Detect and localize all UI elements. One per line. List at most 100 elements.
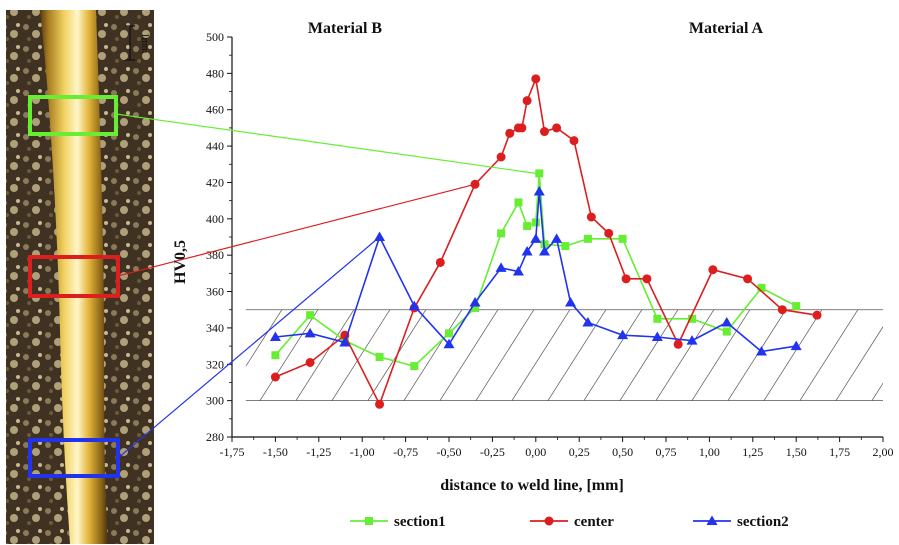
legend: section1 center section2 <box>350 514 789 530</box>
legend-item-section1: section1 <box>350 514 446 530</box>
series-section2 <box>269 186 802 356</box>
section1-point <box>688 314 697 323</box>
hatch-line <box>763 309 823 401</box>
hatch-line <box>475 309 535 401</box>
section2-point <box>565 296 577 307</box>
x-tick-label: 2,00 <box>873 445 894 459</box>
x-tick-label: 0,00 <box>525 445 546 459</box>
x-tick-label: 0,75 <box>656 445 677 459</box>
section2-point <box>495 262 507 272</box>
section1-box <box>28 95 118 136</box>
series-section1 <box>271 169 801 371</box>
x-axis-title: distance to weld line, [mm] <box>440 477 624 494</box>
section1-point <box>757 283 766 292</box>
center-point <box>552 123 562 133</box>
section1-point <box>722 327 731 336</box>
center-point <box>777 305 787 315</box>
legend-item-center: center <box>530 514 614 530</box>
x-tick-label: -0,50 <box>437 445 462 459</box>
section1-point <box>531 218 540 227</box>
x-tick-label: -0,75 <box>393 445 418 459</box>
connector-section2 <box>117 236 380 459</box>
legend-label: section1 <box>394 514 446 530</box>
hatch-line <box>835 326 883 401</box>
y-axis-title: HV0,5 <box>172 240 189 284</box>
hatch-line <box>691 309 751 401</box>
hatch-line <box>583 309 643 401</box>
section1-point <box>653 314 662 323</box>
micrograph: 1mm <box>6 10 154 544</box>
hatch-line <box>511 309 571 401</box>
section1-point <box>618 234 627 243</box>
center-point <box>586 212 596 222</box>
section2-point <box>538 246 550 256</box>
hatch-line <box>245 309 283 367</box>
section1-point <box>523 222 532 231</box>
scale-label: 1mm <box>139 33 150 54</box>
section2-point <box>533 186 545 196</box>
section2-point <box>469 296 481 307</box>
x-tick-label: 1,75 <box>829 445 850 459</box>
section2-point <box>790 340 802 351</box>
section2-point <box>530 233 542 243</box>
center-point <box>522 96 532 106</box>
section1-line <box>274 173 797 367</box>
y-tick-label: 480 <box>206 66 224 80</box>
hatch-line <box>403 309 463 401</box>
hatch-lines <box>245 309 883 401</box>
x-tick-label: 0,25 <box>569 445 590 459</box>
section2-point <box>651 331 663 341</box>
section2-point <box>339 336 351 347</box>
section2-point <box>443 338 455 349</box>
section2-point <box>721 316 733 327</box>
center-point <box>673 339 683 349</box>
section1-point <box>561 242 570 251</box>
center-point <box>496 152 506 162</box>
legend-swatch-marker <box>544 516 554 526</box>
section1-point <box>535 169 544 178</box>
center-point <box>642 274 652 284</box>
center-point <box>708 265 718 275</box>
material-a-label: Material A <box>689 20 764 37</box>
hatch-line <box>655 309 715 401</box>
center-box <box>28 255 120 298</box>
hatch-line <box>331 309 391 401</box>
hatch-line <box>799 309 859 401</box>
center-point <box>435 257 445 267</box>
center-point <box>375 399 385 409</box>
section1-point <box>445 329 453 338</box>
section1-point <box>306 311 315 320</box>
hatch-line <box>439 309 499 401</box>
section2-point <box>551 233 563 243</box>
x-tick-label: -1,00 <box>350 445 375 459</box>
x-tick-label: 1,00 <box>699 445 720 459</box>
center-point <box>531 74 541 84</box>
x-tick-label: -1,50 <box>263 445 288 459</box>
y-tick-label: 380 <box>206 248 224 262</box>
x-tick-label: 0,50 <box>612 445 633 459</box>
hatch-line <box>259 309 319 401</box>
center-point <box>517 123 527 133</box>
hatch-line <box>871 382 883 401</box>
y-tick-label: 440 <box>206 139 224 153</box>
section1-point <box>375 353 384 361</box>
section2-point <box>582 316 594 327</box>
hatch-line <box>547 309 607 401</box>
section2-point <box>512 266 524 276</box>
section2-point <box>269 331 281 341</box>
x-tick-label: 1,25 <box>742 445 763 459</box>
section2-point <box>617 329 629 340</box>
connector-center <box>117 183 476 277</box>
center-point <box>743 274 753 284</box>
section2-point <box>408 300 420 311</box>
center-point <box>812 310 822 320</box>
section1-point <box>583 234 592 243</box>
axes <box>227 36 884 442</box>
center-point <box>505 128 515 138</box>
legend-label: center <box>574 514 614 530</box>
section1-point <box>410 362 419 371</box>
y-tick-label: 340 <box>206 321 224 335</box>
material-b-label: Material B <box>308 20 383 37</box>
legend-label: section2 <box>737 514 789 530</box>
center-point <box>305 357 315 367</box>
